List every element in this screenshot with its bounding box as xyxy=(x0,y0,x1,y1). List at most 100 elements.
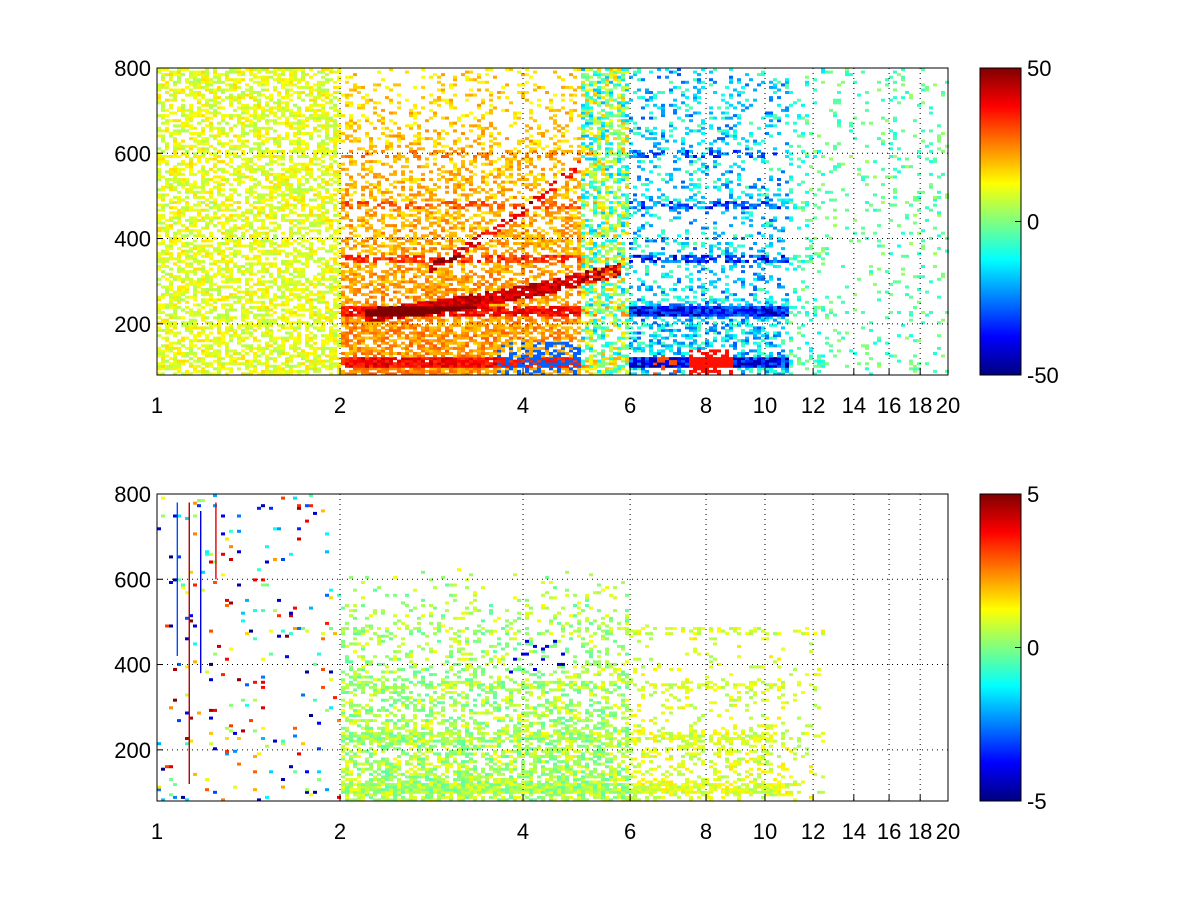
heatmap-cell xyxy=(409,175,413,179)
heatmap-cell xyxy=(345,103,349,107)
heatmap-cell xyxy=(169,224,173,228)
heatmap-cell xyxy=(165,323,169,327)
heatmap-cell xyxy=(249,326,253,330)
heatmap-cell xyxy=(301,305,305,309)
heatmap-cell xyxy=(293,288,297,291)
heatmap-cell xyxy=(461,341,465,345)
heatmap-cell xyxy=(209,98,213,102)
heatmap-cell xyxy=(241,344,245,348)
heatmap-cell xyxy=(165,339,169,343)
heatmap-cell xyxy=(349,326,353,330)
heatmap-cell xyxy=(413,257,417,261)
heatmap-cell xyxy=(293,305,297,309)
heatmap-cell xyxy=(337,108,341,112)
heatmap-cell xyxy=(157,259,161,263)
heatmap-cell xyxy=(369,372,373,376)
heatmap-cell xyxy=(161,344,165,348)
heatmap-cell xyxy=(189,83,193,87)
heatmap-cell xyxy=(333,252,337,256)
heatmap-cell xyxy=(309,339,313,343)
heatmap-cell xyxy=(273,349,277,353)
heatmap-cell xyxy=(277,272,281,276)
heatmap-cell xyxy=(457,208,461,212)
heatmap-cell xyxy=(217,359,221,363)
heatmap-cell xyxy=(369,316,373,320)
heatmap-cell xyxy=(213,236,217,240)
heatmap-cell xyxy=(389,111,393,115)
heatmap-cell xyxy=(333,170,337,174)
heatmap-cell xyxy=(445,293,449,297)
heatmap-cell xyxy=(213,336,217,340)
heatmap-cell xyxy=(429,372,433,376)
heatmap-cell xyxy=(437,372,441,376)
heatmap-cell xyxy=(261,252,265,256)
heatmap-cell xyxy=(169,78,173,82)
heatmap-cell xyxy=(353,239,357,243)
heatmap-cell xyxy=(293,132,297,135)
heatmap-cell xyxy=(185,85,189,89)
heatmap-cell xyxy=(421,328,425,332)
heatmap-cell xyxy=(289,344,293,348)
heatmap-cell xyxy=(257,80,261,84)
heatmap-cell xyxy=(445,372,449,376)
heatmap-cell xyxy=(281,249,285,253)
heatmap-cell xyxy=(421,316,425,320)
heatmap-cell xyxy=(433,267,437,271)
heatmap-cell xyxy=(181,126,185,130)
heatmap-cell xyxy=(405,318,409,322)
heatmap-cell xyxy=(237,134,241,138)
heatmap-cell xyxy=(441,352,445,355)
heatmap-cell xyxy=(313,249,317,253)
heatmap-cell xyxy=(345,75,349,79)
heatmap-cell xyxy=(329,78,333,82)
heatmap-cell xyxy=(273,249,277,253)
heatmap-cell xyxy=(165,326,169,330)
heatmap-cell xyxy=(417,359,421,363)
heatmap-cell xyxy=(445,282,449,286)
heatmap-cell xyxy=(169,282,173,286)
heatmap-cell xyxy=(313,298,317,302)
heatmap-cell xyxy=(373,313,377,317)
heatmap-cell xyxy=(237,290,241,294)
heatmap-cell xyxy=(305,298,309,302)
heatmap-cell xyxy=(181,108,185,112)
heatmap-cell xyxy=(397,265,401,268)
heatmap-cell xyxy=(433,247,437,251)
heatmap-cell xyxy=(221,183,225,187)
heatmap-cell xyxy=(241,372,245,376)
heatmap-cell xyxy=(321,267,325,271)
heatmap-cell xyxy=(317,70,321,74)
heatmap-cell xyxy=(389,244,393,248)
heatmap-cell xyxy=(393,226,397,230)
heatmap-cell xyxy=(445,298,449,302)
heatmap-cell xyxy=(309,242,313,245)
heatmap-cell xyxy=(321,124,325,128)
heatmap-cell xyxy=(181,185,185,189)
heatmap-cell xyxy=(269,308,273,312)
heatmap-cell xyxy=(369,282,373,286)
heatmap-cell xyxy=(301,221,305,225)
heatmap-cell xyxy=(385,201,389,204)
heatmap-cell xyxy=(173,277,177,281)
heatmap-cell xyxy=(325,111,329,115)
heatmap-cell xyxy=(409,262,413,266)
heatmap-cell xyxy=(205,270,209,274)
heatmap-cell xyxy=(333,257,337,261)
heatmap-cell xyxy=(317,175,321,179)
heatmap-cell xyxy=(277,162,281,166)
heatmap-cell xyxy=(461,160,465,164)
heatmap-cell xyxy=(217,229,221,233)
heatmap-cell xyxy=(453,190,457,194)
heatmap-cell xyxy=(365,352,369,355)
heatmap-cell xyxy=(437,303,441,307)
heatmap-cell xyxy=(325,316,329,320)
heatmap-cell xyxy=(453,321,457,325)
heatmap-cell xyxy=(241,303,245,307)
heatmap-cell xyxy=(273,160,277,164)
heatmap-cell xyxy=(321,221,325,225)
heatmap-cell xyxy=(297,221,301,225)
heatmap-cell xyxy=(349,321,353,325)
heatmap-cell xyxy=(285,239,289,243)
heatmap-cell xyxy=(257,231,261,235)
heatmap-cell xyxy=(461,326,465,330)
